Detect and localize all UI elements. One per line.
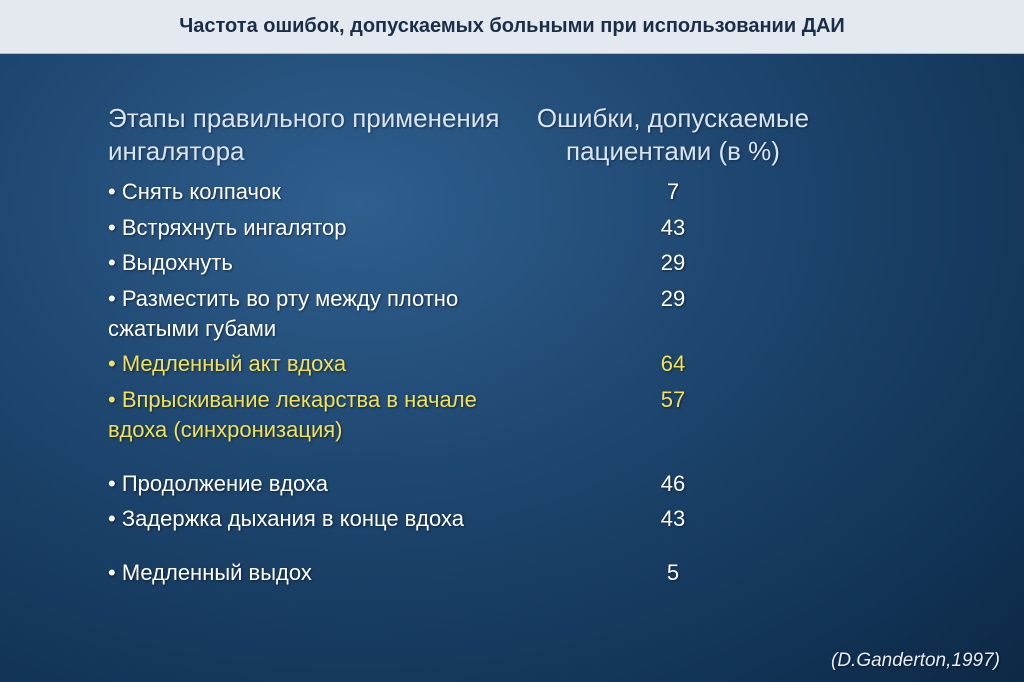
citation: (D.Ganderton,1997)	[831, 650, 1000, 672]
error-cell: 5	[513, 558, 833, 588]
table-row: • Выдохнуть29	[108, 248, 954, 278]
table-row: • Продолжение вдоха46	[108, 469, 954, 499]
column-headers: Этапы правильного применения ингалятора …	[108, 102, 954, 167]
error-cell: 57	[513, 385, 833, 415]
column-header-step: Этапы правильного применения ингалятора	[108, 102, 513, 167]
table-row: • Снять колпачок7	[108, 177, 954, 207]
table-row: • Медленный выдох5	[108, 558, 954, 588]
error-cell: 7	[513, 177, 833, 207]
step-cell: • Продолжение вдоха	[108, 469, 513, 499]
table-row: • Задержка дыхания в конце вдоха43	[108, 504, 954, 534]
step-cell: • Задержка дыхания в конце вдоха	[108, 504, 513, 534]
step-cell: • Снять колпачок	[108, 177, 513, 207]
error-cell: 29	[513, 284, 833, 314]
step-cell: • Выдохнуть	[108, 248, 513, 278]
error-cell: 46	[513, 469, 833, 499]
table-row: • Медленный акт вдоха64	[108, 349, 954, 379]
step-cell: • Разместить во рту между плотно сжатыми…	[108, 284, 513, 343]
table-row: • Встряхнуть ингалятор43	[108, 213, 954, 243]
content-area: Этапы правильного применения ингалятора …	[0, 54, 1024, 588]
error-cell: 64	[513, 349, 833, 379]
table-row: • Впрыскивание лекарства в начале вдоха …	[108, 385, 954, 444]
data-rows: • Снять колпачок7• Встряхнуть ингалятор4…	[108, 177, 954, 588]
step-cell: • Медленный выдох	[108, 558, 513, 588]
step-cell: • Медленный акт вдоха	[108, 349, 513, 379]
error-cell: 29	[513, 248, 833, 278]
title-bar: Частота ошибок, допускаемых больными при…	[0, 0, 1024, 54]
error-cell: 43	[513, 504, 833, 534]
error-cell: 43	[513, 213, 833, 243]
column-header-error: Ошибки, допускаемые пациентами (в %)	[513, 102, 833, 167]
step-cell: • Встряхнуть ингалятор	[108, 213, 513, 243]
table-row: • Разместить во рту между плотно сжатыми…	[108, 284, 954, 343]
step-cell: • Впрыскивание лекарства в начале вдоха …	[108, 385, 513, 444]
slide-title: Частота ошибок, допускаемых больными при…	[179, 15, 845, 38]
